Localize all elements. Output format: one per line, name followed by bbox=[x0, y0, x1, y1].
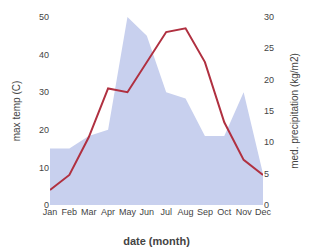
svg-text:10: 10 bbox=[39, 163, 49, 173]
svg-text:50: 50 bbox=[39, 12, 49, 22]
svg-text:Jan: Jan bbox=[43, 207, 58, 217]
svg-text:0: 0 bbox=[264, 200, 269, 210]
svg-text:med. precipitation (kg/m2): med. precipitation (kg/m2) bbox=[289, 53, 300, 169]
svg-text:Jun: Jun bbox=[140, 207, 155, 217]
svg-text:10: 10 bbox=[264, 137, 274, 147]
svg-text:15: 15 bbox=[264, 106, 274, 116]
svg-text:Nov: Nov bbox=[236, 207, 253, 217]
svg-text:date (month): date (month) bbox=[123, 235, 190, 247]
svg-text:Oct: Oct bbox=[217, 207, 232, 217]
svg-text:Mar: Mar bbox=[81, 207, 97, 217]
svg-text:Apr: Apr bbox=[101, 207, 115, 217]
svg-text:0: 0 bbox=[44, 200, 49, 210]
svg-text:Jul: Jul bbox=[160, 207, 172, 217]
svg-text:max temp (C): max temp (C) bbox=[11, 81, 22, 142]
svg-text:May: May bbox=[119, 207, 137, 217]
svg-text:20: 20 bbox=[264, 75, 274, 85]
svg-text:Sep: Sep bbox=[197, 207, 213, 217]
svg-text:40: 40 bbox=[39, 50, 49, 60]
svg-text:5: 5 bbox=[264, 169, 269, 179]
svg-text:Aug: Aug bbox=[178, 207, 194, 217]
svg-text:Feb: Feb bbox=[62, 207, 78, 217]
svg-text:Dec: Dec bbox=[255, 207, 272, 217]
svg-text:30: 30 bbox=[264, 12, 274, 22]
svg-text:25: 25 bbox=[264, 43, 274, 53]
svg-text:20: 20 bbox=[39, 125, 49, 135]
svg-text:30: 30 bbox=[39, 87, 49, 97]
